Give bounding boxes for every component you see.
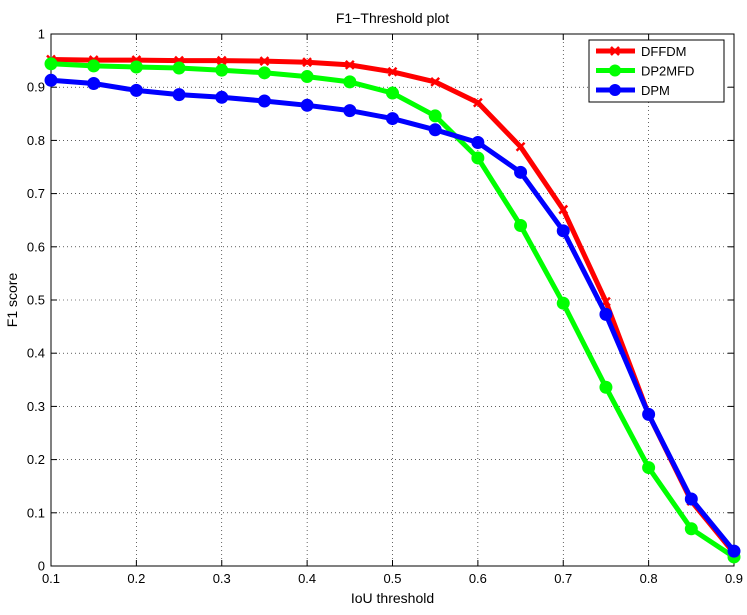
y-tick-label: 0.1 (27, 505, 45, 520)
legend-marker (609, 64, 621, 77)
data-point (257, 94, 271, 108)
y-tick-label: 0 (38, 559, 45, 574)
data-point (386, 112, 399, 126)
x-tick-label: 0.8 (640, 571, 658, 586)
data-point (259, 56, 270, 67)
data-point (300, 70, 314, 84)
data-point (215, 90, 229, 104)
data-point (556, 296, 570, 310)
marker-stroke (216, 55, 227, 66)
series-dp2mfd (44, 57, 741, 564)
series-dpm (44, 73, 741, 558)
legend-label: DPM (641, 83, 670, 98)
data-point (471, 136, 485, 150)
legend-label: DP2MFD (641, 64, 694, 79)
data-point (727, 544, 741, 558)
data-point (558, 204, 569, 215)
legend-item: DPM (596, 83, 670, 98)
data-point (44, 73, 58, 87)
x-tick-label: 0.9 (725, 571, 743, 586)
data-point (514, 219, 528, 233)
data-point (428, 109, 442, 123)
x-tick-label: 0.2 (127, 571, 145, 586)
data-point (642, 461, 656, 475)
legend-marker (610, 46, 620, 56)
data-point (471, 151, 485, 165)
marker-stroke (387, 66, 398, 77)
data-point (642, 407, 656, 421)
data-point (172, 61, 186, 75)
data-point (129, 60, 143, 74)
legend: DFFDM DP2MFD DPM (588, 39, 725, 103)
chart-title: F1−Threshold plot (336, 10, 449, 26)
axes-box (50, 33, 735, 567)
y-tick-label: 0.9 (27, 80, 45, 95)
data-point (172, 88, 186, 102)
marker-stroke (472, 97, 483, 108)
data-point (87, 76, 101, 90)
marker-stroke (558, 204, 569, 215)
legend-item: DP2MFD (596, 64, 694, 79)
data-point (684, 522, 698, 536)
x-tick-label: 0.7 (554, 571, 572, 586)
x-tick-label: 0.5 (383, 571, 401, 586)
data-point (599, 380, 613, 394)
data-point (343, 75, 357, 89)
legend-item: DFFDM (596, 44, 687, 59)
y-tick-label: 0.7 (27, 186, 45, 201)
data-point (302, 57, 313, 68)
data-point (300, 98, 314, 112)
data-point (428, 123, 442, 137)
marker-stroke (302, 57, 313, 68)
data-point (430, 76, 441, 87)
y-tick-label: 0.3 (27, 399, 45, 414)
x-tick-label: 0.1 (42, 571, 60, 586)
data-point (343, 104, 357, 118)
x-tick-label: 0.4 (298, 571, 316, 586)
data-point (684, 492, 698, 506)
y-tick-label: 0.8 (27, 133, 45, 148)
data-point (257, 66, 271, 80)
y-axis-label: F1 score (4, 273, 20, 328)
legend-label: DFFDM (641, 44, 687, 59)
data-point (44, 57, 58, 71)
data-point (514, 165, 528, 179)
y-tick-label: 1 (38, 27, 45, 42)
data-point (344, 59, 355, 70)
data-point (515, 141, 526, 152)
axis-ticks: 0.1 0.2 0.3 0.4 0.5 0.6 0.7 0.8 0.900.10.20.30.4… (27, 27, 743, 587)
data-point (215, 63, 229, 77)
data-point (386, 86, 399, 100)
legend-marker (609, 84, 621, 96)
marker-stroke (515, 141, 526, 152)
y-tick-label: 0.6 (27, 239, 45, 254)
data-point (129, 83, 143, 97)
y-tick-label: 0.5 (27, 293, 45, 308)
x-tick-label: 0.6 (469, 571, 487, 586)
marker-stroke (259, 56, 270, 67)
data-point (556, 224, 570, 238)
marker-stroke (430, 76, 441, 87)
y-tick-label: 0.2 (27, 452, 45, 467)
data-point (216, 55, 227, 66)
x-axis-label: IoU threshold (351, 590, 434, 606)
data-point (87, 59, 101, 73)
marker-stroke (344, 59, 355, 70)
x-tick-label: 0.3 (213, 571, 231, 586)
y-tick-label: 0.4 (27, 346, 45, 361)
data-point (599, 307, 613, 321)
data-point (387, 66, 398, 77)
data-point (472, 97, 483, 108)
